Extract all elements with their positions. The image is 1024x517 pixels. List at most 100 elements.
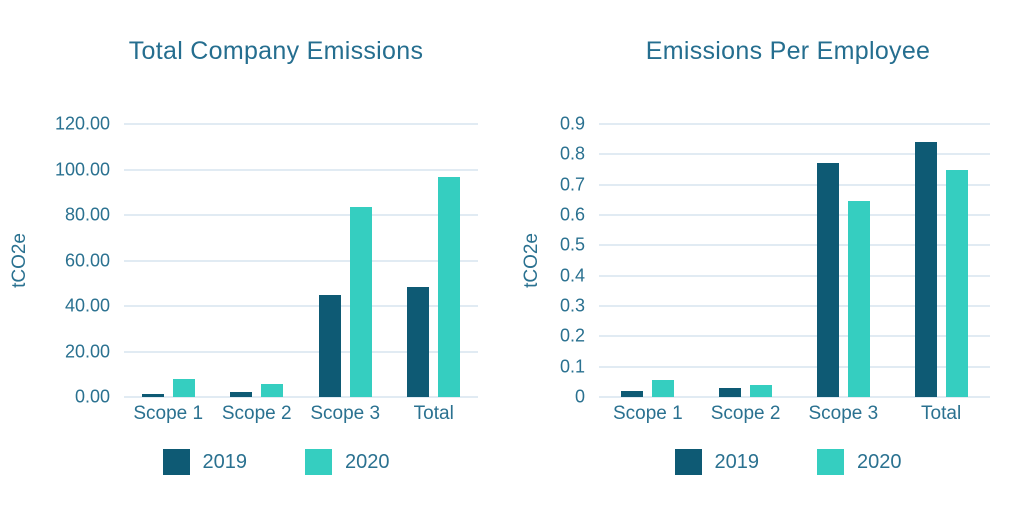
x-axis-label-scope-1: Scope 1 <box>133 403 204 424</box>
bar-2019-scope-1 <box>141 394 164 397</box>
y-tick-label: 0.8 <box>559 143 585 164</box>
plot-area <box>124 123 478 398</box>
legend-swatch-2019 <box>674 449 702 475</box>
chart-plot-area-wrapper: tCO2e 120.00 100.00 80.00 60.00 40.00 20.00 0.… <box>0 114 512 407</box>
bar-group-scope-2 <box>213 124 302 397</box>
chart-title: Total Company Emissions <box>128 37 424 65</box>
gridline <box>124 305 478 307</box>
y-tick-label: 0.4 <box>559 265 585 286</box>
bar-2020-scope-2 <box>750 384 773 397</box>
gridline <box>124 168 478 171</box>
gridline <box>599 183 990 186</box>
bar-2019-scope-3 <box>318 294 341 397</box>
bar-group-scope-1 <box>599 124 697 397</box>
bar-2020-scope-1 <box>172 379 195 397</box>
y-axis-label: tCO2e <box>9 233 30 288</box>
y-tick-label: 0.2 <box>559 325 585 346</box>
gridline <box>599 335 990 338</box>
y-tick-label: 0.5 <box>559 234 585 255</box>
plot-area <box>599 123 990 398</box>
bar-2020-scope-1 <box>652 380 675 397</box>
bar-2020-scope-3 <box>349 207 372 397</box>
gridline <box>124 214 478 216</box>
legend-swatch-2020 <box>305 449 332 475</box>
legend-label-2020: 2020 <box>857 450 902 473</box>
bar-2020-total <box>945 169 968 397</box>
x-axis-label-scope-2: Scope 2 <box>221 403 292 424</box>
y-axis-label-column: tCO2e <box>512 124 552 397</box>
x-axis-label-total: Total <box>413 403 454 424</box>
bar-group-scope-3 <box>795 124 893 397</box>
bar-2020-scope-3 <box>847 201 870 397</box>
y-tick-label: 60.00 <box>64 250 110 270</box>
legend-item-2019: 2019 <box>162 449 248 475</box>
x-axis-label-scope-3: Scope 3 <box>808 403 879 424</box>
x-axis: Scope 1 Scope 2 Scope 3 Total <box>0 403 512 425</box>
y-tick-label: 40.00 <box>64 295 110 316</box>
bar-group-total <box>390 124 479 397</box>
y-tick-label: 0 <box>574 386 585 407</box>
gridline <box>124 259 478 262</box>
bar-group-scope-2 <box>697 124 795 397</box>
chart-title: Emissions Per Employee <box>645 37 931 65</box>
x-axis-label-scope-1: Scope 1 <box>613 403 683 424</box>
bars-row <box>124 124 478 397</box>
legend: 2019 2020 <box>532 449 1024 475</box>
y-axis-label: tCO2e <box>521 233 542 288</box>
legend-label-2020: 2020 <box>345 450 390 473</box>
gridline <box>599 214 990 216</box>
gridline <box>599 123 990 125</box>
bar-2019-total <box>407 287 430 397</box>
legend-item-2019: 2019 <box>674 449 760 475</box>
gridline <box>124 123 478 125</box>
y-tick-label: 0.7 <box>559 174 585 195</box>
bar-group-scope-3 <box>301 124 390 397</box>
legend-item-2020: 2020 <box>817 449 902 475</box>
bar-2019-scope-2 <box>230 392 253 397</box>
y-tick-label: 0.1 <box>559 356 585 377</box>
bar-2019-total <box>914 142 937 397</box>
y-tick-label: 0.9 <box>559 113 585 134</box>
gridline <box>124 350 478 353</box>
legend-label-2019: 2019 <box>714 450 760 473</box>
y-tick-label: 80.00 <box>64 204 110 225</box>
bar-2019-scope-1 <box>621 390 644 397</box>
gridline <box>599 153 990 156</box>
gridline <box>599 365 990 368</box>
x-axis-label-scope-3: Scope 3 <box>310 403 381 424</box>
y-tick-label: 20.00 <box>64 341 110 361</box>
y-tick-label: 0.3 <box>559 295 585 316</box>
gridline <box>124 396 478 398</box>
gridline <box>599 305 990 307</box>
y-axis-label-column: tCO2e <box>0 124 40 397</box>
y-tick-label: 0.6 <box>559 204 585 225</box>
x-axis-label-total: Total <box>921 403 962 424</box>
legend: 2019 2020 <box>20 449 532 475</box>
bar-group-total <box>892 124 990 397</box>
bar-2019-scope-2 <box>719 387 742 397</box>
chart-emissions-per-employee: Emissions Per Employee tCO2e 0.9 0.8 0.7 0.… <box>512 0 1024 517</box>
legend-swatch-2019 <box>162 449 190 475</box>
bar-2019-scope-3 <box>816 163 839 397</box>
y-axis-ticks: 0.9 0.8 0.7 0.6 0.5 0.4 0.3 0.2 0.1 0 <box>552 114 599 407</box>
legend-label-2019: 2019 <box>202 450 248 473</box>
bar-group-scope-1 <box>124 124 213 397</box>
x-axis-label-scope-2: Scope 2 <box>710 403 781 424</box>
bar-2020-total <box>438 177 461 397</box>
x-axis-spacer <box>512 403 599 425</box>
legend-item-2020: 2020 <box>305 449 390 475</box>
y-tick-label: 120.00 <box>54 113 110 134</box>
gridline <box>599 396 990 398</box>
y-axis-ticks: 120.00 100.00 80.00 60.00 40.00 20.00 0.00 <box>40 114 124 407</box>
bar-2020-scope-2 <box>261 384 284 397</box>
chart-total-company-emissions: Total Company Emissions tCO2e 120.00 100.… <box>0 37 512 475</box>
bars-row <box>599 124 990 397</box>
y-tick-label: 100.00 <box>54 159 110 179</box>
y-tick-label: 0.00 <box>74 386 110 407</box>
gridline <box>599 244 990 247</box>
chart-plot-area-wrapper: tCO2e 0.9 0.8 0.7 0.6 0.5 0.4 0.3 0.2 0.1 0 <box>512 114 1024 407</box>
x-axis: Scope 1 Scope 2 Scope 3 Total <box>512 403 1024 425</box>
legend-swatch-2020 <box>817 449 844 475</box>
gridline <box>599 274 990 277</box>
